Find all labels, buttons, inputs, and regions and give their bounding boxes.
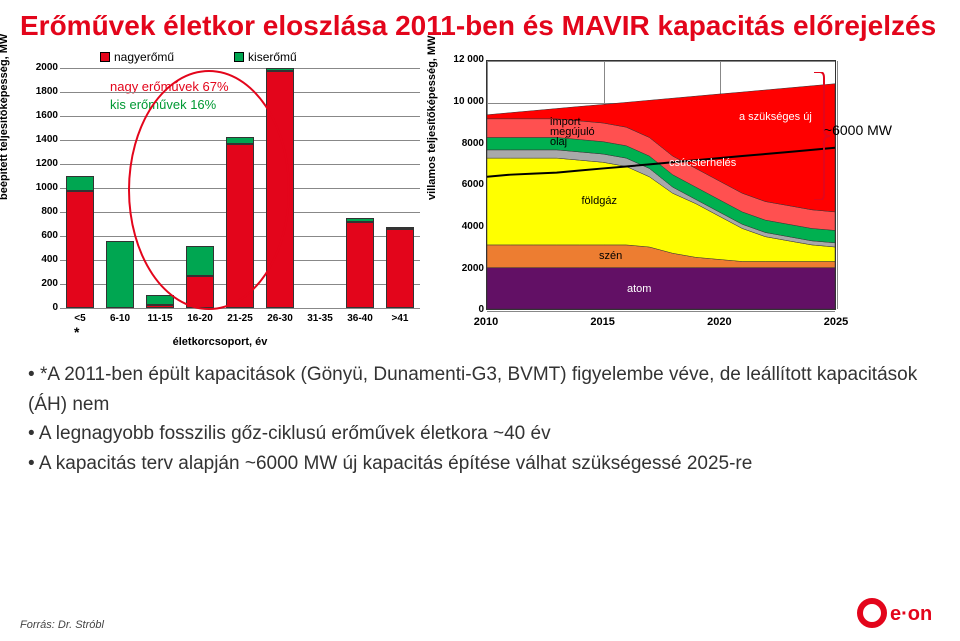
legend-label: nagyerőmű xyxy=(114,50,174,64)
area-layer-szén xyxy=(487,245,835,268)
bar-ytick: 400 xyxy=(32,254,58,265)
area-ytick: 0 xyxy=(446,304,484,315)
source-text: Forrás: Dr. Stróbl xyxy=(20,619,104,631)
area-series-label: földgáz xyxy=(582,195,617,207)
bar-segment xyxy=(346,218,374,222)
demand-line xyxy=(487,148,835,177)
area-series-label: atom xyxy=(627,283,651,295)
area-xtick: 2025 xyxy=(824,316,848,328)
bar-chart-legend: nagyerőmű kiserőmű xyxy=(100,50,297,64)
bar-xlabel: 36-40 xyxy=(346,313,374,324)
area-layer-import xyxy=(487,119,835,231)
legend-label: kiserőmű xyxy=(248,50,297,64)
area-ytick: 2000 xyxy=(446,263,484,274)
bar-ytick: 1000 xyxy=(32,182,58,193)
bar-ytick: 1400 xyxy=(32,134,58,145)
area-chart-plot: importmegújulóolaja szükséges újcsúcster… xyxy=(486,60,836,310)
svg-text:e·on: e·on xyxy=(890,603,932,625)
bar-ytick: 600 xyxy=(32,230,58,241)
bar-ytick: 0 xyxy=(32,302,58,313)
bar-ytick: 800 xyxy=(32,206,58,217)
bar-xlabel: 11-15 xyxy=(146,313,174,324)
bar-segment xyxy=(66,191,94,309)
bar-chart-plot: <5*6-1011-1516-2021-2526-3031-3536-40>41 xyxy=(60,68,420,308)
bullet-list: *A 2011-ben épült kapacitások (Gönyü, Du… xyxy=(0,350,960,478)
legend-item: kiserőmű xyxy=(234,50,297,64)
bar-xlabel: <5 xyxy=(66,313,94,324)
area-xtick: 2010 xyxy=(474,316,498,328)
area-series-label: a szükséges új xyxy=(739,111,812,123)
bar-xlabel: 16-20 xyxy=(186,313,214,324)
legend-swatch xyxy=(234,52,244,62)
area-ytick: 6000 xyxy=(446,179,484,190)
area-series-label: csúcsterhelés xyxy=(669,157,736,169)
bar-segment xyxy=(106,241,134,308)
bar-segment xyxy=(146,305,174,309)
legend-item: nagyerőmű xyxy=(100,50,174,64)
bar-xlabel: 31-35 xyxy=(306,313,334,324)
bar-segment xyxy=(266,68,294,70)
area-ytick: 8000 xyxy=(446,138,484,149)
bar-segment xyxy=(66,176,94,190)
bar-ytick: 200 xyxy=(32,278,58,289)
bar-ytick: 2000 xyxy=(32,62,58,73)
area-layer-földgáz xyxy=(487,158,835,261)
bar-xlabel: 6-10 xyxy=(106,313,134,324)
area-series-label: olaj xyxy=(550,136,567,148)
legend-swatch xyxy=(100,52,110,62)
area-xtick: 2015 xyxy=(590,316,614,328)
bullet-item: A kapacitás terv alapján ~6000 MW új kap… xyxy=(28,449,932,478)
bar-xlabel: >41 xyxy=(386,313,414,324)
bar-ytick: 1800 xyxy=(32,86,58,97)
bar-segment xyxy=(346,222,374,308)
area-layer-atom xyxy=(487,268,835,309)
age-distribution-bar-chart: nagyerőműkiserőmű nagy erőművek 67%kis e… xyxy=(10,50,430,350)
charts-row: nagyerőműkiserőmű nagy erőművek 67%kis e… xyxy=(0,46,960,350)
bullet-item: *A 2011-ben épült kapacitások (Gönyü, Du… xyxy=(28,360,932,419)
bar-xlabel: 26-30 xyxy=(266,313,294,324)
capacity-forecast-area-chart: villamos teljesítőképesség, MW 020004000… xyxy=(434,50,864,350)
bar-segment xyxy=(386,229,414,308)
eon-logo: e·on xyxy=(856,597,938,629)
bullet-item: A legnagyobb fosszilis gőz-ciklusú erőmű… xyxy=(28,419,932,448)
bar-chart-y-label: beépített teljesítőképesség, MW xyxy=(0,34,10,200)
bar-xlabel: 21-25 xyxy=(226,313,254,324)
page-title: Erőművek életkor eloszlása 2011-ben és M… xyxy=(0,0,960,46)
bar-ytick: 1600 xyxy=(32,110,58,121)
area-layer-olaj xyxy=(487,150,835,247)
area-xtick: 2020 xyxy=(707,316,731,328)
area-ytick: 10 000 xyxy=(446,96,484,107)
area-series-label: szén xyxy=(599,250,622,262)
bar-chart-x-label: életkorcsoport, év xyxy=(10,336,430,348)
bar-segment xyxy=(146,295,174,305)
bar-ytick: 1200 xyxy=(32,158,58,169)
area-ytick: 12 000 xyxy=(446,54,484,65)
area-ytick: 4000 xyxy=(446,221,484,232)
bar-segment xyxy=(386,227,414,229)
highlight-circle xyxy=(128,70,290,310)
bracket-label: ~6000 MW xyxy=(824,122,892,138)
area-chart-y-label: villamos teljesítőképesség, MW xyxy=(426,36,438,200)
